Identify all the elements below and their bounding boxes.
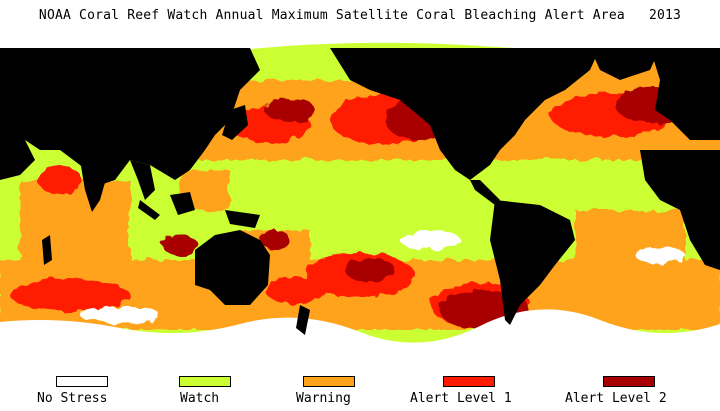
alert2-zone-north-pacific-west xyxy=(265,98,315,122)
legend-swatch xyxy=(179,376,231,387)
legend-label: Warning xyxy=(296,391,351,406)
land-japan xyxy=(222,105,248,140)
land-africa xyxy=(640,150,720,270)
land-australia xyxy=(195,230,270,305)
alert2-zone-coral-sea xyxy=(260,230,290,250)
legend-swatch xyxy=(603,376,655,387)
legend-label: Alert Level 1 xyxy=(410,391,512,406)
legend-label: Watch xyxy=(180,391,220,406)
legend-swatch xyxy=(303,376,355,387)
antarctic-ice xyxy=(0,309,720,370)
land-central-america xyxy=(470,180,500,205)
land-europe xyxy=(650,48,720,140)
alert2-zone-indian-ocean xyxy=(162,235,198,255)
land-new-guinea xyxy=(225,210,260,228)
map-title: NOAA Coral Reef Watch Annual Maximum Sat… xyxy=(38,8,682,23)
alert1-zone-south-indian xyxy=(10,279,130,311)
land-borneo xyxy=(170,192,195,215)
land-asia xyxy=(0,48,260,185)
land-greenland xyxy=(590,48,660,80)
legend-label: Alert Level 2 xyxy=(565,391,667,406)
bleaching-alert-map xyxy=(0,40,720,370)
legend-swatch xyxy=(56,376,108,387)
land-arabia xyxy=(0,140,35,180)
land-indochina xyxy=(130,160,155,200)
land-madagascar xyxy=(42,235,52,265)
legend-label: No Stress xyxy=(37,391,108,406)
alert1-zone-tasman xyxy=(265,276,325,304)
no-stress-patch-southern-ocean xyxy=(80,307,160,323)
warning-zone-indian-ocean xyxy=(20,180,130,260)
land-north-america xyxy=(330,48,600,180)
alert2-zone-south-pacific xyxy=(345,258,395,282)
no-stress-patch-south-atlantic xyxy=(635,247,685,263)
land-south-america xyxy=(490,200,575,325)
no-stress-patch-central-pacific xyxy=(400,230,460,250)
alert1-zone-arabian-sea xyxy=(38,166,82,194)
land-masses xyxy=(0,48,720,335)
land-sumatra xyxy=(138,200,160,220)
legend-swatch xyxy=(443,376,495,387)
land-new-zealand xyxy=(296,305,310,335)
land-india xyxy=(80,160,110,212)
